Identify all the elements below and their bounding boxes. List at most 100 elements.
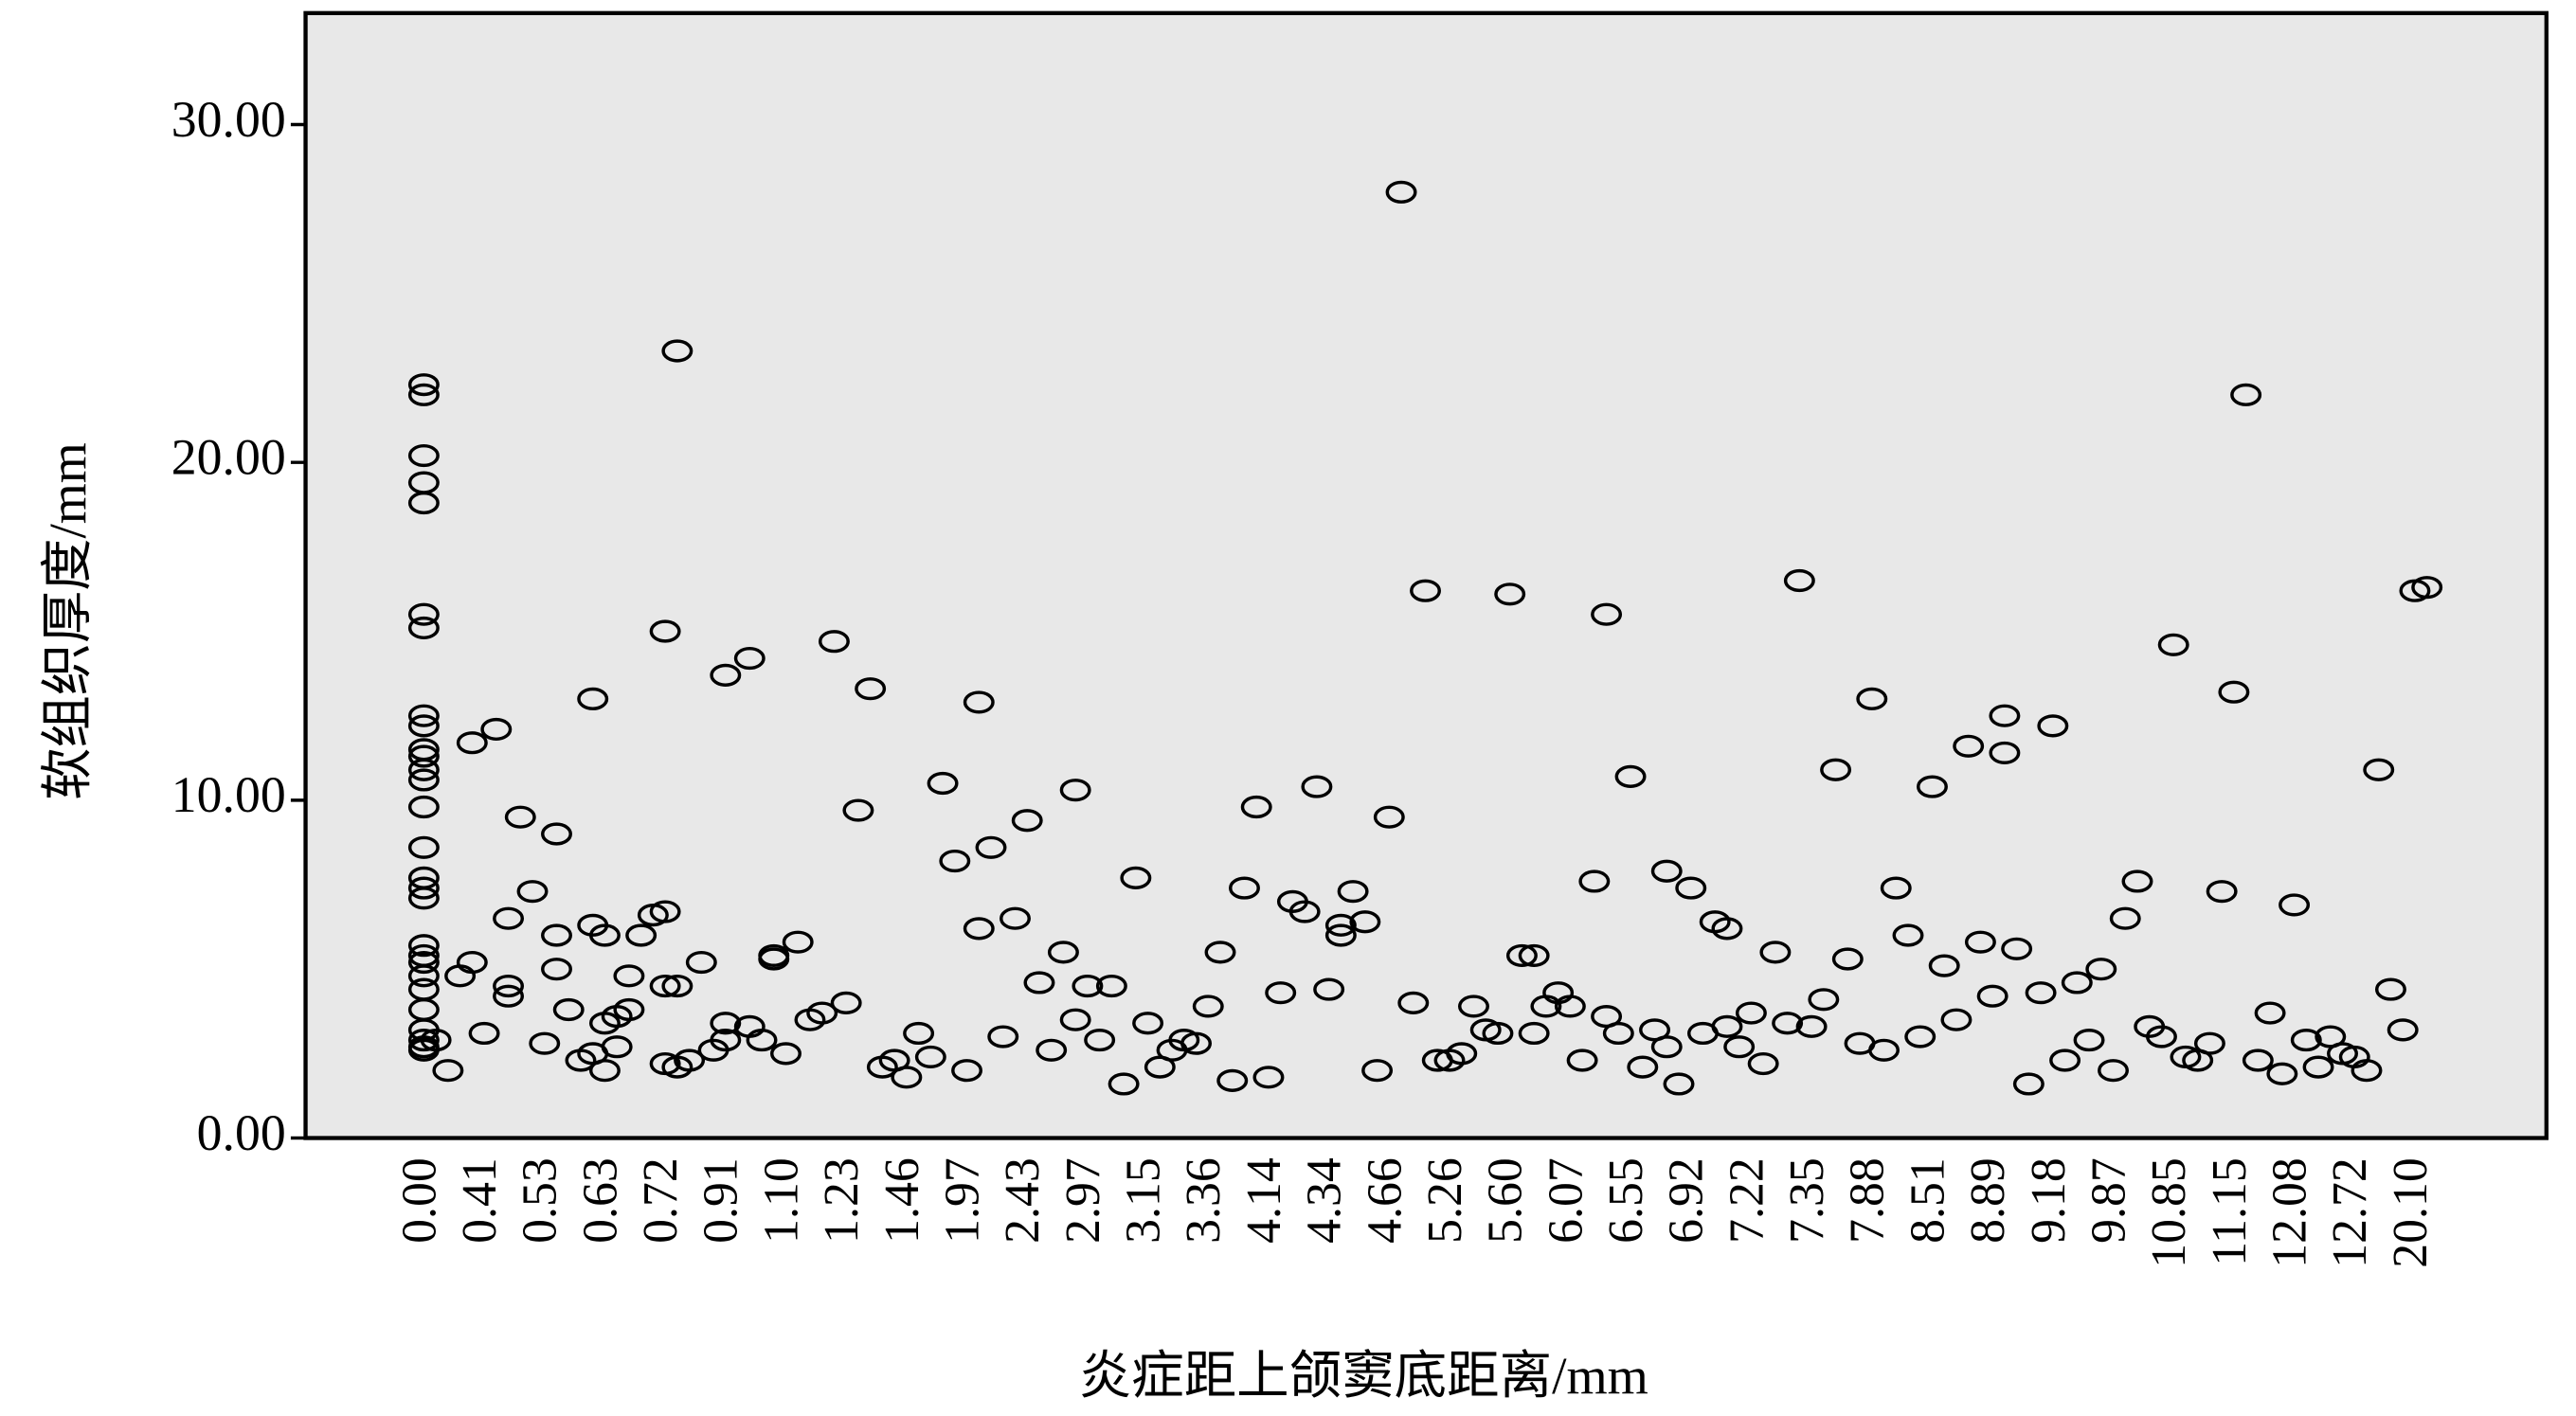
point: [1916, 775, 1948, 798]
point: [2001, 937, 2033, 960]
x-tick-label: 8.89: [1961, 1157, 2015, 1244]
point: [1288, 900, 1321, 923]
point: [2073, 1029, 2105, 1052]
point: [661, 974, 694, 998]
point: [1772, 1012, 1804, 1035]
point: [2098, 1059, 2129, 1083]
point: [1783, 568, 1815, 593]
point: [1229, 876, 1260, 900]
x-tick-label: 20.10: [2384, 1157, 2438, 1268]
point: [1084, 1029, 1116, 1052]
point: [1458, 995, 1489, 1018]
point: [2206, 880, 2238, 904]
point: [1820, 758, 1852, 781]
x-tick-label: 3.15: [1116, 1157, 1170, 1244]
point: [588, 923, 621, 947]
point: [1518, 943, 1550, 968]
point: [1204, 941, 1236, 964]
point: [2242, 1049, 2274, 1072]
point: [541, 822, 572, 846]
point: [1650, 1035, 1683, 1059]
point: [649, 974, 681, 998]
point: [2157, 633, 2189, 656]
point: [1036, 1038, 1068, 1062]
point: [1361, 1059, 1394, 1083]
point: [1385, 180, 1417, 204]
x-tick-label: 12.08: [2262, 1157, 2316, 1268]
x-tick-label: 1.97: [935, 1157, 989, 1244]
point: [1059, 779, 1091, 802]
y-tick-label: 30.00: [171, 91, 286, 148]
point: [613, 964, 645, 988]
point: [661, 339, 694, 363]
point: [1252, 1066, 1285, 1089]
point: [1953, 734, 1985, 758]
point: [407, 373, 440, 397]
point: [914, 1045, 946, 1069]
point: [493, 984, 525, 1008]
point: [842, 798, 874, 822]
point: [2230, 383, 2262, 406]
point: [855, 677, 887, 701]
point: [407, 758, 440, 781]
point: [2121, 869, 2153, 893]
point: [1928, 954, 1960, 977]
point: [2218, 680, 2250, 704]
point: [516, 880, 549, 904]
point: [1723, 1035, 1756, 1059]
point: [1578, 869, 1611, 893]
point: [963, 690, 995, 714]
point: [1711, 917, 1743, 941]
point: [710, 663, 742, 687]
point: [1120, 866, 1152, 889]
point: [407, 616, 440, 640]
point: [951, 1059, 983, 1083]
point: [963, 917, 995, 941]
point: [710, 1012, 742, 1035]
point: [1301, 775, 1333, 798]
point: [782, 930, 814, 954]
point: [1265, 981, 1297, 1005]
x-tick-label: 0.72: [634, 1157, 688, 1244]
y-tick-label: 0.00: [197, 1104, 286, 1161]
point: [1856, 687, 1888, 710]
point: [939, 849, 971, 873]
x-tick-label: 10.85: [2142, 1157, 2196, 1268]
point: [480, 717, 513, 742]
point: [407, 876, 440, 900]
x-tick-label: 1.46: [875, 1157, 929, 1244]
point: [625, 923, 658, 947]
point: [1132, 1012, 1164, 1035]
point: [1446, 1042, 1478, 1066]
plot-area: [303, 10, 2549, 1140]
point: [903, 1021, 935, 1046]
point: [613, 997, 645, 1022]
point: [891, 1066, 923, 1089]
point: [649, 900, 681, 923]
point: [1072, 974, 1104, 998]
point: [1324, 923, 1357, 947]
point: [1482, 1021, 1514, 1046]
point: [1831, 947, 1864, 971]
x-tick-label: 1.10: [754, 1157, 808, 1244]
point: [1240, 795, 1272, 819]
point: [2351, 1059, 2383, 1083]
point: [758, 947, 790, 971]
point: [541, 923, 572, 947]
x-tick-label: 3.36: [1177, 1157, 1231, 1244]
point: [2049, 1049, 2081, 1072]
x-tick-label: 2.97: [1056, 1157, 1110, 1244]
point: [432, 1059, 464, 1083]
point: [1747, 1051, 1779, 1076]
point: [2012, 1072, 2045, 1096]
point: [456, 731, 488, 755]
point: [1976, 984, 2009, 1008]
point: [407, 768, 440, 792]
point: [1602, 1021, 1634, 1046]
point: [407, 491, 440, 515]
point: [407, 950, 440, 975]
point: [552, 997, 585, 1022]
x-tick-label: 4.34: [1297, 1157, 1351, 1244]
point: [407, 835, 440, 859]
point: [1795, 1014, 1828, 1038]
